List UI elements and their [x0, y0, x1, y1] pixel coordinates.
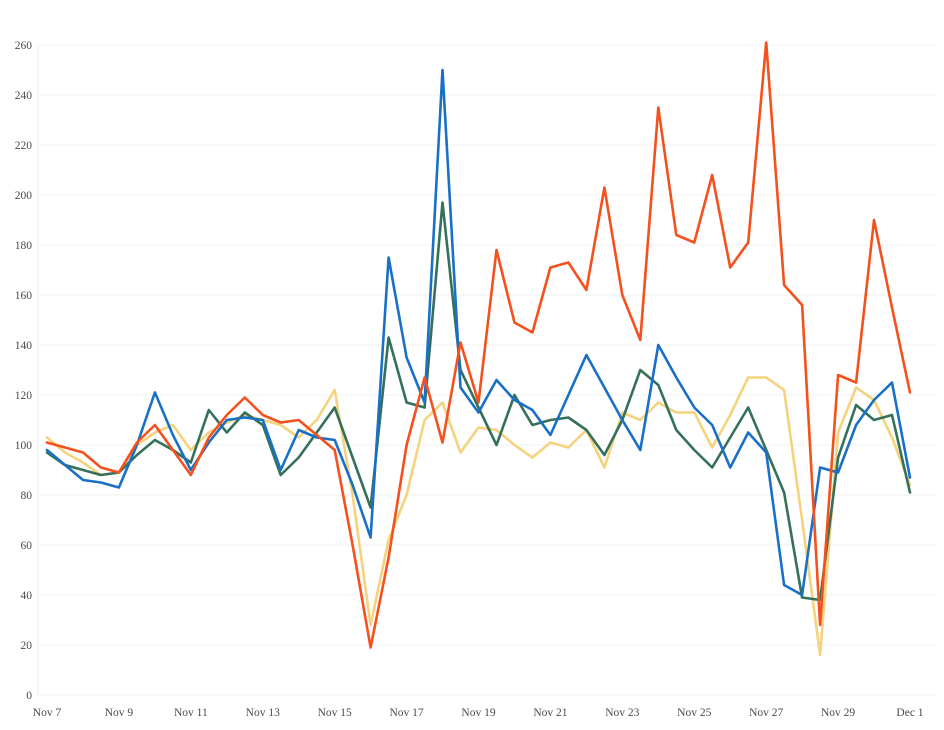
y-tick-label-200: 200 [15, 190, 33, 202]
x-tick-label-nov-29: Nov 29 [821, 707, 855, 719]
y-tick-label-60: 60 [21, 540, 33, 552]
y-tick-label-240: 240 [15, 90, 33, 102]
x-tick-label-nov-15: Nov 15 [318, 707, 352, 719]
y-tick-label-40: 40 [21, 590, 33, 602]
x-tick-label-nov-9: Nov 9 [105, 707, 134, 719]
x-tick-label-nov-7: Nov 7 [33, 707, 62, 719]
y-tick-label-140: 140 [15, 340, 33, 352]
x-tick-label-nov-25: Nov 25 [677, 707, 711, 719]
y-tick-label-120: 120 [15, 390, 33, 402]
x-tick-label-nov-17: Nov 17 [389, 707, 423, 719]
series-line-yellow [45, 376, 912, 657]
y-tick-label-220: 220 [15, 140, 33, 152]
y-tick-label-80: 80 [21, 490, 33, 502]
x-tick-label-nov-23: Nov 23 [605, 707, 639, 719]
x-tick-label-nov-21: Nov 21 [533, 707, 567, 719]
y-tick-label-180: 180 [15, 240, 33, 252]
series-line-blue [45, 68, 912, 597]
series-line-green [45, 201, 912, 602]
x-tick-label-nov-11: Nov 11 [174, 707, 208, 719]
y-tick-label-260: 260 [15, 40, 33, 52]
x-tick-label-dec-1: Dec 1 [896, 707, 923, 719]
y-tick-label-100: 100 [15, 440, 33, 452]
series-line-orange [45, 41, 912, 649]
x-tick-label-nov-13: Nov 13 [246, 707, 280, 719]
y-tick-label-160: 160 [15, 290, 33, 302]
x-tick-label-nov-27: Nov 27 [749, 707, 783, 719]
y-tick-label-0: 0 [26, 690, 32, 702]
y-tick-label-20: 20 [21, 640, 33, 652]
x-tick-label-nov-19: Nov 19 [461, 707, 495, 719]
